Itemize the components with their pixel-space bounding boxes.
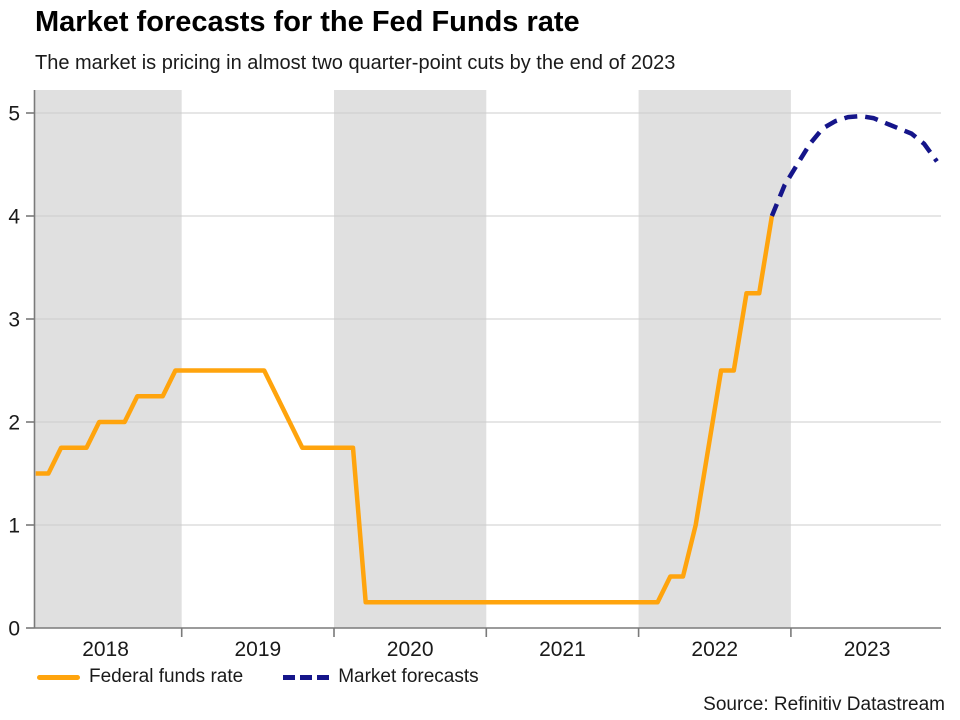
federal-funds-rate-line (35, 215, 775, 605)
x-axis-label-2018: 2018 (82, 638, 129, 661)
x-axis-label-2022: 2022 (691, 638, 738, 661)
chart-subtitle: The market is pricing in almost two quar… (35, 52, 676, 74)
dashed-navy-line-swatch-icon (283, 674, 330, 680)
legend-label-market-forecasts: Market forecasts (338, 666, 479, 687)
chart-title: Market forecasts for the Fed Funds rate (35, 6, 580, 38)
shaded-year-band-2022 (638, 90, 791, 628)
shaded-year-band-2018 (35, 90, 182, 628)
y-axis-label-4: 4 (8, 206, 20, 229)
legend-item-federal-funds-rate: Federal funds rate (37, 666, 243, 688)
y-axis-label-1: 1 (8, 515, 20, 538)
x-axis-label-2023: 2023 (844, 638, 891, 661)
x-axis-label-2020: 2020 (387, 638, 434, 661)
chart-legend: Federal funds rate Market forecasts (37, 666, 479, 688)
legend-item-market-forecasts: Market forecasts (283, 666, 479, 688)
y-axis-label-5: 5 (8, 103, 20, 126)
y-axis-label-3: 3 (8, 309, 20, 332)
legend-label-federal-funds-rate: Federal funds rate (89, 666, 244, 687)
solid-orange-line-swatch-icon (37, 674, 80, 680)
x-axis-label-2021: 2021 (539, 638, 586, 661)
shaded-year-band-2020 (334, 90, 487, 628)
y-axis-label-0: 0 (8, 618, 20, 641)
x-axis-label-2019: 2019 (234, 638, 281, 661)
market-forecasts-line (769, 113, 939, 217)
source-attribution: Source: Refinitiv Datastream (703, 694, 945, 715)
y-axis-label-2: 2 (8, 412, 20, 435)
